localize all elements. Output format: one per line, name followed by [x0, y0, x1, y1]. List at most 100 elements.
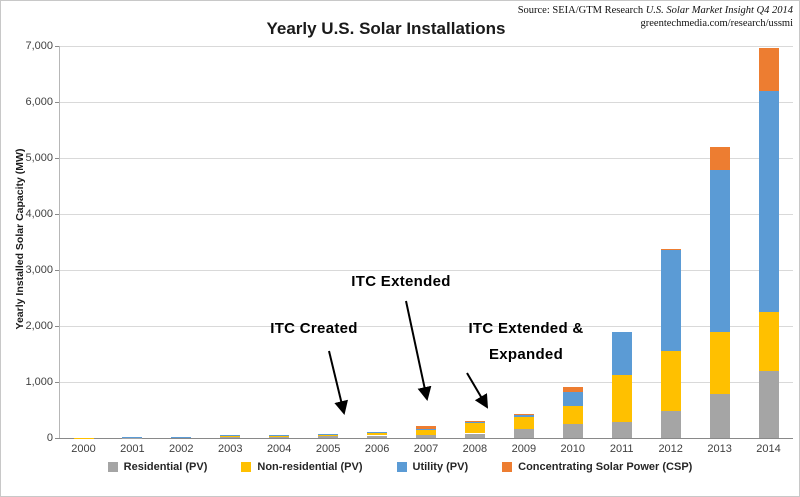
bar-segment — [318, 433, 339, 434]
y-tick — [55, 438, 59, 439]
x-tick-label: 2004 — [266, 443, 292, 455]
source-line-2: greentechmedia.com/research/ussmi — [640, 18, 793, 29]
y-tick — [55, 46, 59, 47]
bar-segment — [416, 434, 436, 438]
bar-segment — [464, 433, 485, 438]
bar-segment — [220, 435, 241, 436]
x-tick-label: 2009 — [511, 443, 537, 455]
bar-segment — [709, 170, 730, 332]
x-tick-label: 2001 — [120, 443, 145, 455]
y-tick-label: 1,000 — [25, 376, 53, 388]
bar-segment — [513, 417, 534, 430]
bar-segment — [416, 425, 436, 430]
y-tick-label: 7,000 — [25, 40, 53, 52]
legend-swatch — [107, 462, 118, 472]
bar-segment — [269, 434, 290, 437]
bar-segment — [416, 429, 436, 430]
gridline — [59, 326, 793, 327]
x-tick-label: 2000 — [71, 443, 96, 455]
bar-segment — [416, 429, 436, 435]
source-prefix: Source: SEIA/GTM Research — [517, 5, 646, 16]
x-tick-label: 2002 — [169, 443, 194, 455]
x-tick-label: 2014 — [756, 443, 781, 455]
x-tick-label: 2012 — [658, 443, 683, 455]
bar-segment — [758, 312, 779, 371]
legend-item: Utility (PV) — [396, 461, 468, 473]
arrow-itc-extended-expanded — [466, 372, 489, 409]
bar-segment — [367, 432, 388, 436]
x-tick-label: 2006 — [364, 443, 390, 455]
bar-segment — [464, 421, 485, 424]
bar-segment — [562, 406, 583, 424]
legend-label: Concentrating Solar Power (CSP) — [518, 461, 693, 473]
bar-segment — [464, 423, 485, 434]
bar-segment — [513, 429, 534, 438]
annotation-itc-extended: ITC Extended — [351, 273, 451, 290]
y-tick-label: 3,000 — [25, 264, 53, 276]
gridline — [59, 158, 793, 159]
bar-segment — [171, 437, 192, 438]
x-tick-label: 2008 — [462, 443, 488, 455]
bar-segment — [269, 434, 290, 436]
x-tick-label: 2007 — [413, 443, 439, 455]
source-line-1: Source: SEIA/GTM Research U.S. Solar Mar… — [518, 4, 793, 17]
bar-segment — [220, 436, 241, 438]
x-axis-line — [59, 438, 793, 439]
x-tick-label: 2013 — [707, 443, 732, 455]
source-attribution: Source: SEIA/GTM Research U.S. Solar Mar… — [518, 4, 793, 30]
bar-segment — [367, 435, 388, 438]
x-tick-label: 2010 — [560, 443, 586, 455]
gridline — [59, 46, 793, 47]
bar-segment — [73, 437, 94, 439]
bar-segment — [513, 413, 534, 415]
bar-segment — [171, 436, 192, 438]
bar-segment — [758, 47, 779, 91]
x-tick-label: 2003 — [218, 443, 243, 455]
y-tick — [55, 326, 59, 327]
bar-segment — [122, 437, 143, 439]
gridline — [59, 214, 793, 215]
y-tick-label: 4,000 — [25, 208, 53, 220]
bar-segment — [611, 422, 632, 438]
legend-swatch — [241, 462, 252, 472]
legend-label: Residential (PV) — [123, 461, 208, 473]
legend-item: Concentrating Solar Power (CSP) — [502, 461, 692, 473]
gridline — [59, 102, 793, 103]
y-axis-line — [59, 46, 60, 438]
bar-segment — [562, 392, 583, 407]
arrow-itc-extended — [405, 300, 432, 401]
annotation-itc-extended-expanded: ITC Extended & Expanded — [468, 320, 584, 363]
bar-segment — [758, 90, 779, 312]
annotation-itc-created: ITC Created — [270, 320, 358, 337]
bar-segment — [318, 433, 339, 437]
y-tick-label: 6,000 — [25, 96, 53, 108]
y-tick-label: 5,000 — [25, 152, 53, 164]
legend-swatch — [502, 462, 513, 472]
bar-segment — [464, 421, 485, 422]
bar-segment — [758, 370, 779, 438]
legend: Residential (PV) Non-residential (PV) Util… — [1, 461, 799, 473]
y-tick — [55, 102, 59, 103]
y-tick — [55, 382, 59, 383]
bar-segment — [269, 436, 290, 438]
legend-swatch — [396, 462, 407, 472]
source-report-title: U.S. Solar Market Insight Q4 2014 — [645, 5, 793, 16]
y-tick — [55, 158, 59, 159]
legend-item: Residential (PV) — [107, 461, 208, 473]
bar-segment — [611, 374, 632, 423]
bar-segment — [660, 249, 681, 250]
y-tick-label: 0 — [46, 432, 53, 444]
bar-segment — [562, 424, 583, 438]
bar-segment — [709, 394, 730, 438]
bar-segment — [709, 147, 730, 171]
bar-segment — [562, 386, 583, 393]
legend-item: Non-residential (PV) — [241, 461, 363, 473]
bar-segment — [660, 411, 681, 438]
bar-segment — [122, 437, 143, 438]
bar-segment — [660, 350, 681, 412]
bar-segment — [660, 249, 681, 351]
chart-title: Yearly U.S. Solar Installations — [266, 19, 506, 38]
gridline — [59, 382, 793, 383]
y-tick — [55, 214, 59, 215]
